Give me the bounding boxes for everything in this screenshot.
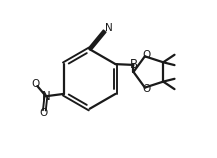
- Text: N: N: [41, 90, 50, 103]
- Text: B: B: [129, 58, 138, 71]
- Text: O: O: [39, 108, 48, 118]
- Text: O: O: [143, 50, 151, 60]
- Text: N: N: [105, 23, 112, 33]
- Text: O: O: [143, 84, 151, 94]
- Text: O: O: [32, 79, 40, 89]
